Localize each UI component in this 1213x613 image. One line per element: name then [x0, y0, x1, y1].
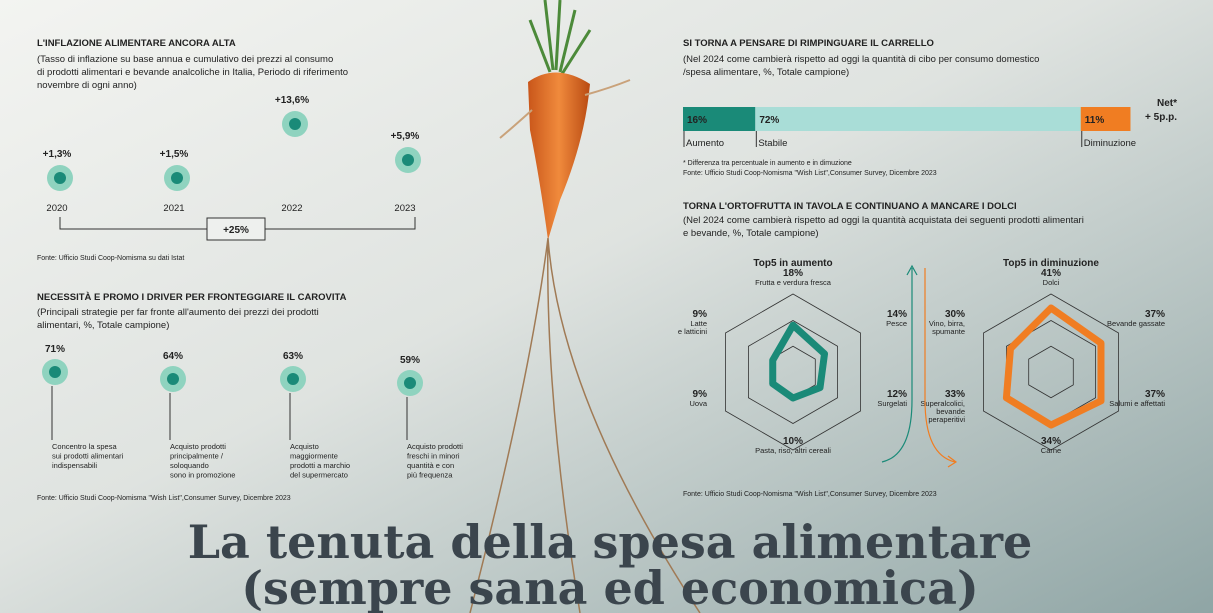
driver-value: 64%: [163, 351, 183, 362]
driver-text: indispensabili: [52, 461, 97, 470]
radar-label: Carne: [1041, 446, 1061, 455]
section-subtitle: (Nel 2024 come cambierà rispetto ad oggi…: [683, 215, 1084, 226]
segment-name: Stabile: [758, 138, 787, 149]
infographic: L'INFLAZIONE ALIMENTARE ANCORA ALTA (Tass…: [0, 0, 1213, 613]
inflation-value: +1,5%: [160, 149, 189, 160]
dot: [171, 172, 183, 184]
driver-text: Acquisto prodotti: [407, 442, 463, 451]
radar-label: Bevande gassate: [1107, 319, 1165, 328]
radar-label: e latticini: [678, 327, 708, 336]
driver-text: sui prodotti alimentari: [52, 452, 124, 461]
bar-label: 72%: [759, 115, 779, 126]
section-subtitle: (Tasso di inflazione su base annua e cum…: [37, 54, 333, 65]
bar-label: 11%: [1085, 115, 1105, 126]
section-subtitle: (Nel 2024 come cambierà rispetto ad oggi…: [683, 54, 1039, 65]
footnote: * Differenza tra percentuale in aumento …: [683, 160, 852, 167]
bar-segment: [755, 107, 1080, 131]
dot: [289, 118, 301, 130]
driver-text: quantità e con: [407, 461, 454, 470]
inflation-value: +1,3%: [43, 149, 72, 160]
source: Fonte: Ufficio Studi Coop-Nomisma "Wish …: [683, 491, 937, 498]
bar-label: 16%: [687, 115, 707, 126]
section-subtitle: e bevande, %, Totale campione): [683, 228, 819, 239]
radar-label: Pesce: [886, 319, 907, 328]
section-title: SI TORNA A PENSARE DI RIMPINGUARE IL CAR…: [683, 38, 934, 49]
driver-text: prodotti a marchio: [290, 461, 350, 470]
radar-label: Uova: [689, 399, 707, 408]
dot: [402, 154, 414, 166]
driver-text: del supermercato: [290, 471, 348, 480]
driver-value: 71%: [45, 344, 65, 355]
driver-text: freschi in minori: [407, 452, 460, 461]
source: Fonte: Ufficio Studi Coop-Nomisma "Wish …: [37, 495, 291, 502]
section-subtitle: (Principali strategie per far fronte all…: [37, 307, 319, 318]
year-label: 2021: [163, 203, 184, 214]
year-label: 2020: [46, 203, 67, 214]
radar-label: spumante: [932, 327, 965, 336]
source: Fonte: Ufficio Studi Coop-Nomisma su dat…: [37, 255, 184, 262]
dot: [54, 172, 66, 184]
driver-text: sono in promozione: [170, 471, 235, 480]
driver-value: 59%: [400, 355, 420, 366]
dot: [49, 366, 61, 378]
driver-text: Acquisto prodotti: [170, 442, 226, 451]
driver-value: 63%: [283, 351, 303, 362]
driver-text: maggiormente: [290, 452, 338, 461]
radar-label: Pasta, riso, altri cereali: [755, 446, 831, 455]
driver-text: più frequenza: [407, 471, 453, 480]
inflation-value: +13,6%: [275, 95, 309, 106]
section-title: NECESSITÀ E PROMO I DRIVER PER FRONTEGGI…: [37, 292, 347, 303]
section-subtitle: novembre di ogni anno): [37, 80, 137, 91]
net-value: + 5p.p.: [1145, 112, 1177, 123]
section-subtitle: di prodotti alimentari e bevande analcol…: [37, 67, 348, 78]
segment-name: Aumento: [686, 138, 724, 149]
driver-text: Concentro la spesa: [52, 442, 117, 451]
total-value: +25%: [223, 225, 249, 236]
dot: [404, 377, 416, 389]
section-title: L'INFLAZIONE ALIMENTARE ANCORA ALTA: [37, 38, 236, 49]
headline: (sempre sana ed economica): [241, 561, 979, 613]
radar-label: Frutta e verdura fresca: [755, 278, 832, 287]
inflation-value: +5,9%: [391, 131, 420, 142]
net-title: Net*: [1157, 98, 1177, 109]
year-label: 2023: [394, 203, 415, 214]
source: Fonte: Ufficio Studi Coop-Nomisma "Wish …: [683, 170, 937, 177]
dot: [167, 373, 179, 385]
radar-label: Surgelati: [877, 399, 907, 408]
section-subtitle: /spesa alimentare, %, Totale campione): [683, 67, 849, 78]
dot: [287, 373, 299, 385]
driver-text: soloquando: [170, 461, 209, 470]
radar-label: Dolci: [1043, 278, 1060, 287]
section-title: TORNA L'ORTOFRUTTA IN TAVOLA E CONTINUAN…: [683, 201, 1017, 212]
segment-name: Diminuzione: [1084, 138, 1136, 149]
radar-label: Salumi e affettati: [1109, 399, 1165, 408]
driver-text: Acquisto: [290, 442, 319, 451]
driver-text: principalmente /: [170, 452, 224, 461]
year-label: 2022: [281, 203, 302, 214]
section-subtitle: alimentari, %, Totale campione): [37, 320, 169, 331]
radar-label: peraperitivi: [928, 415, 965, 424]
